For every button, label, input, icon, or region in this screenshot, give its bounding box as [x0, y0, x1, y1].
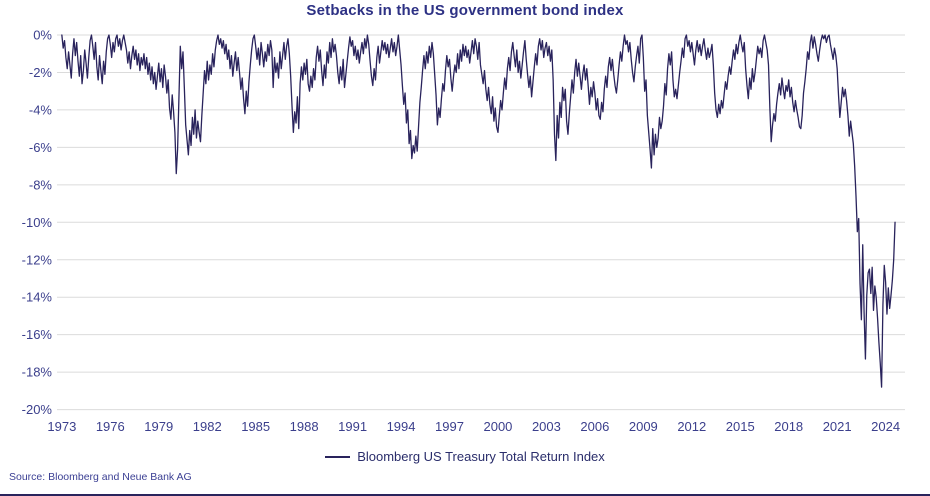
x-tick-label: 2021: [823, 419, 852, 434]
x-tick-label: 2009: [629, 419, 658, 434]
x-tick-label: 2006: [580, 419, 609, 434]
x-tick-label: 2015: [726, 419, 755, 434]
y-tick-label: -16%: [22, 327, 53, 342]
y-tick-label: -12%: [22, 252, 53, 267]
x-tick-label: 1985: [241, 419, 270, 434]
x-tick-label: 1982: [193, 419, 222, 434]
y-tick-label: 0%: [33, 28, 52, 43]
y-tick-label: -2%: [29, 65, 53, 80]
legend-label: Bloomberg US Treasury Total Return Index: [357, 449, 605, 464]
x-tick-label: 1991: [338, 419, 367, 434]
legend-line-swatch: [325, 455, 351, 458]
legend: Bloomberg US Treasury Total Return Index: [0, 449, 930, 464]
y-tick-label: -8%: [29, 177, 53, 192]
y-tick-label: -14%: [22, 290, 53, 305]
x-tick-label: 1979: [144, 419, 173, 434]
drawdown-chart-plot: 0% -2% -4% -6% -8% -10% -12% -14% -16% -18% -20% 1…: [22, 28, 905, 434]
y-tick-label: -18%: [22, 365, 53, 380]
x-tick-label: 1973: [47, 419, 76, 434]
x-tick-label: 2003: [532, 419, 561, 434]
y-tick-label: -4%: [29, 102, 53, 117]
x-tick-label: 1997: [435, 419, 464, 434]
x-tick-label: 1994: [387, 419, 416, 434]
x-axis-tick-labels: 1973 1976 1979 1982 1985 1988 1991 1994 1997 2000…: [47, 419, 900, 434]
y-tick-label: -10%: [22, 215, 53, 230]
x-tick-label: 1976: [96, 419, 125, 434]
chart-title: Setbacks in the US government bond index: [306, 2, 624, 19]
y-axis-tick-labels: 0% -2% -4% -6% -8% -10% -12% -14% -16% -18% -20%: [22, 28, 53, 418]
x-tick-label: 2024: [871, 419, 900, 434]
source-note: Source: Bloomberg and Neue Bank AG: [9, 471, 192, 483]
series-line: [61, 34, 896, 388]
footer-rule: [0, 494, 930, 496]
x-tick-label: 1988: [290, 419, 319, 434]
x-tick-label: 2018: [774, 419, 803, 434]
gridlines: [57, 34, 905, 411]
y-tick-label: -20%: [22, 402, 53, 417]
x-tick-label: 2012: [677, 419, 706, 434]
x-tick-label: 2000: [483, 419, 512, 434]
y-tick-label: -6%: [29, 140, 53, 155]
